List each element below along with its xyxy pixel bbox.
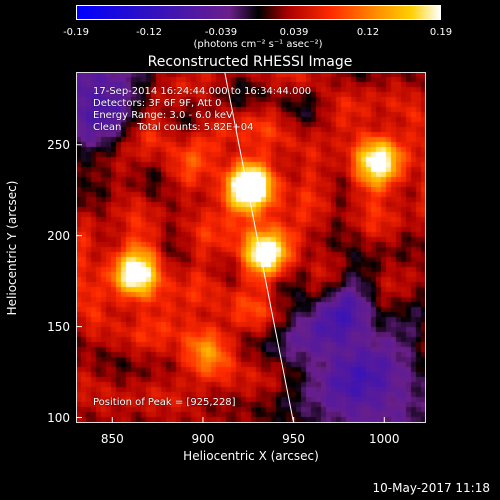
annotation-counts: Clean Total counts: 5.82E+04 — [93, 122, 254, 133]
annotation-detectors: Detectors: 3F 6F 9F, Att 0 — [93, 98, 222, 109]
colorbar-gradient — [77, 6, 440, 19]
y-tick-label: 150 — [47, 319, 70, 334]
y-tick-label: 200 — [47, 228, 70, 243]
colorbar-unit-label: (photons cm⁻² s⁻¹ asec⁻²) — [193, 39, 323, 50]
x-tick-label: 1000 — [369, 432, 400, 446]
colorbar-tick: 0.12 — [356, 27, 380, 38]
plot-overlay — [224, 72, 295, 423]
x-tick-label: 950 — [282, 432, 306, 446]
annotation-time: 17-Sep-2014 16:24:44.000 to 16:34:44.000 — [93, 86, 312, 97]
colorbar-tick: 0.19 — [429, 27, 453, 38]
x-tick-label: 850 — [100, 432, 124, 446]
annotation-peak: Position of Peak = [925,228] — [93, 397, 236, 408]
colorbar-tick: 0.039 — [279, 27, 309, 38]
y-axis-label: Heliocentric Y (arcsec) — [5, 180, 19, 316]
footer-date: 10-May-2017 11:18 — [372, 481, 490, 495]
colorbar — [76, 5, 441, 20]
chart-title: Reconstructed RHESSI Image — [147, 54, 353, 70]
x-axis-label: Heliocentric X (arcsec) — [183, 449, 319, 463]
y-tick-label: 250 — [47, 137, 70, 152]
limb-line — [224, 72, 295, 423]
colorbar-tick: -0.12 — [136, 27, 162, 38]
x-tick-label: 900 — [191, 432, 215, 446]
heatmap-image — [76, 72, 426, 423]
plot-area — [76, 72, 426, 423]
colorbar-tick: -0.19 — [63, 27, 89, 38]
colorbar-tick: -0.039 — [204, 27, 238, 38]
y-tick-label: 100 — [47, 410, 70, 425]
annotation-energy: Energy Range: 3.0 - 6.0 keV — [93, 110, 233, 121]
